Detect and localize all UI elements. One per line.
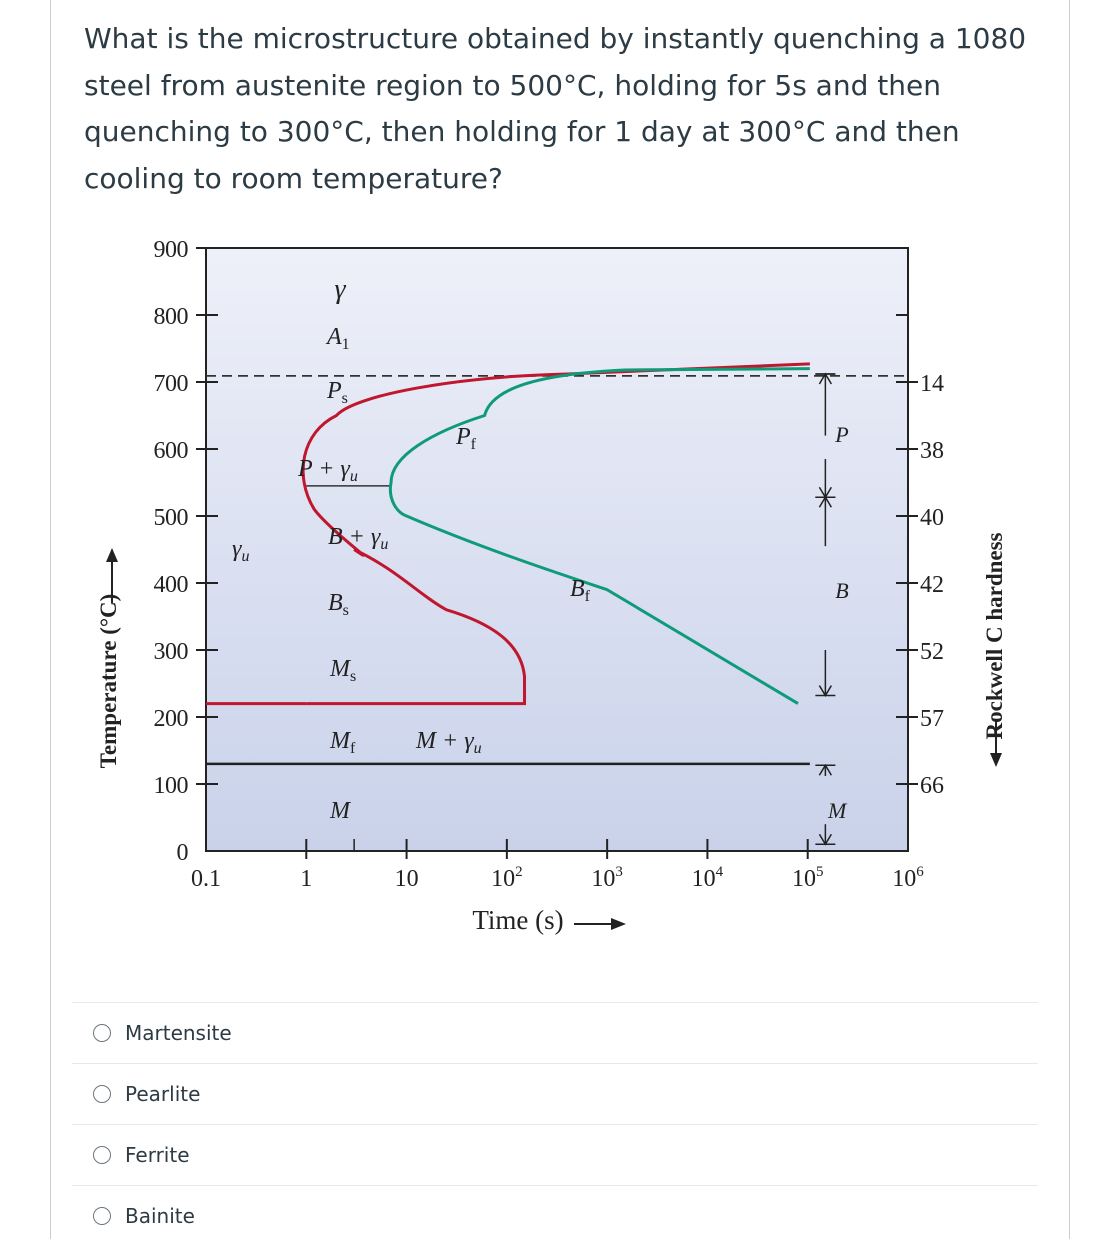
answer-option[interactable]: Bainite [72,1185,1038,1246]
x-axis-arrowhead [611,918,626,930]
answer-label: Martensite [125,1021,232,1045]
radio-button[interactable] [93,1207,111,1225]
y-tick-label: 100 [154,773,189,799]
x-axis-label: Time (s) [472,905,563,935]
question-card [50,0,1070,1239]
label-gamma-u: γu [232,536,249,565]
answer-list: Martensite Pearlite Ferrite Bainite [72,1002,1038,1246]
hardness-label: 40 [920,505,944,531]
x-tick-label: 105 [792,864,824,892]
y-tick-label: 300 [154,639,189,665]
answer-option[interactable]: Martensite [72,1002,1038,1063]
x-tick-label: 103 [591,864,623,892]
hardness-label: 66 [920,773,944,799]
phase-range-arrows [815,372,836,846]
y-axis-label: Temperature (°C) [96,594,121,769]
start-curve [301,362,810,706]
ttt-diagram: 0 100 200 300 400 500 600 700 800 900 0.1 1 10 102 10… [84,226,1044,946]
label-a1: A1 [325,324,350,353]
x-tick-label: 1 [300,866,312,892]
label-p-gamma: P + γu [297,456,358,485]
y-tick-label: 700 [154,371,189,397]
label-b-gamma: B + γu [328,524,388,553]
label-pf: Pf [455,424,477,453]
hardness-label: 14 [920,371,944,397]
radio-button[interactable] [93,1024,111,1042]
plot-area [205,247,909,852]
label-mf: Mf [329,728,356,757]
label-bf: Bf [570,576,591,605]
answer-label: Ferrite [125,1143,190,1167]
label-m-right: M [827,798,848,823]
hardness-axis-label: Rockwell C hardness [982,532,1007,739]
y-tick-label: 800 [154,304,189,330]
label-gamma: γ [334,274,346,305]
label-m: M [329,798,352,824]
x-tick-label: 106 [892,864,924,892]
label-ms: Ms [329,656,356,685]
hardness-label: 52 [920,639,944,665]
question-text: What is the microstructure obtained by i… [84,22,1027,195]
hardness-label: 57 [920,706,944,732]
y-tick-label: 400 [154,572,189,598]
y-tick-label: 600 [154,438,189,464]
label-m-gamma: M + γu [415,728,482,757]
x-tick-label: 10 [395,866,419,892]
hardness-axis-arrowhead [990,753,1002,767]
hardness-label: 38 [920,438,944,464]
label-bs: Bs [328,590,349,619]
y-tick-label: 200 [154,706,189,732]
y-tick-label: 0 [177,840,189,866]
label-ps: Ps [326,378,348,407]
label-p-right: P [834,422,848,447]
y-tick-label: 500 [154,505,189,531]
hardness-label: 42 [920,572,944,598]
answer-option[interactable]: Pearlite [72,1063,1038,1124]
radio-button[interactable] [93,1146,111,1164]
y-tick-label: 900 [154,237,189,263]
answer-label: Bainite [125,1204,195,1228]
label-b-right: B [835,578,848,603]
answer-label: Pearlite [125,1082,201,1106]
x-tick-label: 102 [491,864,523,892]
x-tick-label: 0.1 [191,866,221,892]
x-tick-label: 104 [692,864,724,892]
y-axis-arrowhead [106,548,118,562]
answer-option[interactable]: Ferrite [72,1124,1038,1185]
finish-curve [388,367,810,705]
radio-button[interactable] [93,1085,111,1103]
